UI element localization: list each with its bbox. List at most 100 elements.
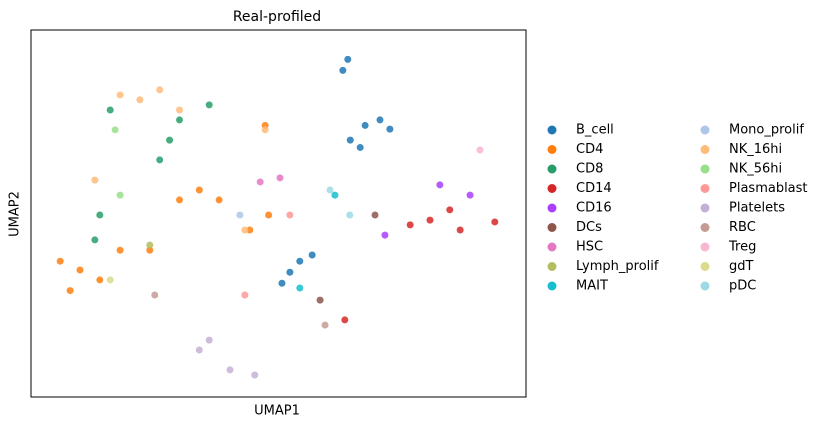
point — [316, 296, 324, 304]
legend-label: CD4 — [576, 142, 603, 157]
point — [356, 143, 364, 151]
legend-label: Treg — [728, 240, 756, 255]
point — [261, 126, 269, 134]
point — [286, 211, 294, 219]
point — [91, 176, 99, 184]
point — [436, 181, 444, 189]
point — [236, 211, 244, 219]
point — [331, 191, 339, 199]
legend: B_cell CD4 CD8 CD14 CD16 DCs HSC Lymph_prolif MA… — [547, 123, 808, 294]
legend-marker — [700, 203, 710, 213]
point — [226, 366, 234, 374]
point — [176, 196, 183, 204]
legend-marker — [547, 184, 557, 193]
point — [156, 156, 164, 164]
point — [286, 268, 294, 276]
legend-label: CD8 — [576, 162, 603, 177]
point — [146, 241, 154, 249]
legend-label: HSC — [576, 240, 603, 255]
legend-label: gdT — [729, 259, 754, 274]
legend-marker — [547, 203, 557, 213]
point — [116, 191, 124, 199]
point — [406, 221, 414, 229]
point — [386, 125, 394, 133]
plot-area — [56, 55, 499, 379]
legend-marker — [700, 164, 710, 174]
point — [106, 276, 114, 284]
point — [66, 287, 74, 295]
point — [446, 206, 454, 214]
point — [195, 186, 203, 194]
legend-marker — [547, 281, 557, 291]
legend-marker — [547, 125, 557, 135]
point — [116, 91, 124, 99]
point — [56, 257, 64, 265]
legend-label: MAIT — [576, 279, 608, 294]
legend-label: Platelets — [729, 201, 785, 216]
point — [146, 246, 154, 254]
point — [96, 211, 104, 219]
legend-label: NK_16hi — [729, 142, 782, 157]
legend-label: CD14 — [576, 181, 612, 196]
point — [241, 291, 249, 299]
point — [278, 279, 286, 287]
plot-frame — [30, 29, 527, 398]
point — [476, 146, 484, 154]
legend-marker — [547, 242, 557, 252]
x-axis-label: UMAP1 — [254, 404, 300, 419]
point — [426, 216, 434, 224]
point — [296, 257, 304, 265]
legend-marker — [547, 223, 557, 232]
legend-marker — [547, 262, 557, 271]
point — [381, 231, 389, 239]
point — [111, 126, 119, 134]
legend-marker — [700, 223, 710, 232]
point — [176, 116, 183, 124]
point — [176, 106, 183, 114]
legend-label: pDC — [729, 279, 756, 294]
legend-marker — [700, 125, 710, 135]
legend-marker — [700, 184, 710, 193]
point — [341, 316, 349, 324]
legend-marker — [700, 281, 710, 291]
point — [195, 346, 203, 354]
legend-label: DCs — [576, 220, 602, 235]
point — [246, 226, 254, 234]
y-axis-label: UMAP2 — [8, 191, 23, 237]
legend-marker — [547, 145, 557, 154]
legend-marker — [700, 145, 710, 154]
point — [241, 226, 249, 234]
point — [96, 276, 104, 284]
point — [205, 101, 213, 109]
point — [321, 321, 329, 329]
legend-label: NK_56hi — [729, 162, 782, 177]
point — [466, 191, 474, 199]
point — [136, 96, 144, 104]
point — [346, 211, 354, 219]
point — [371, 211, 379, 219]
point — [205, 336, 213, 344]
point — [308, 251, 316, 259]
point — [346, 136, 354, 144]
point — [116, 246, 124, 254]
chart-title: Real-profiled — [233, 9, 321, 25]
point — [339, 66, 347, 74]
point — [265, 211, 273, 219]
point — [376, 116, 384, 124]
legend-label: Lymph_prolif — [576, 259, 659, 274]
point — [256, 178, 264, 186]
legend-marker — [700, 242, 710, 252]
point — [106, 106, 114, 114]
legend-label: B_cell — [576, 123, 614, 138]
legend-label: RBC — [729, 220, 756, 235]
point — [76, 266, 84, 274]
point — [215, 196, 223, 204]
point — [344, 55, 352, 63]
point — [361, 121, 369, 129]
point — [166, 136, 174, 144]
legend-label: Mono_prolif — [729, 123, 804, 138]
point — [251, 371, 259, 379]
point — [296, 284, 304, 292]
